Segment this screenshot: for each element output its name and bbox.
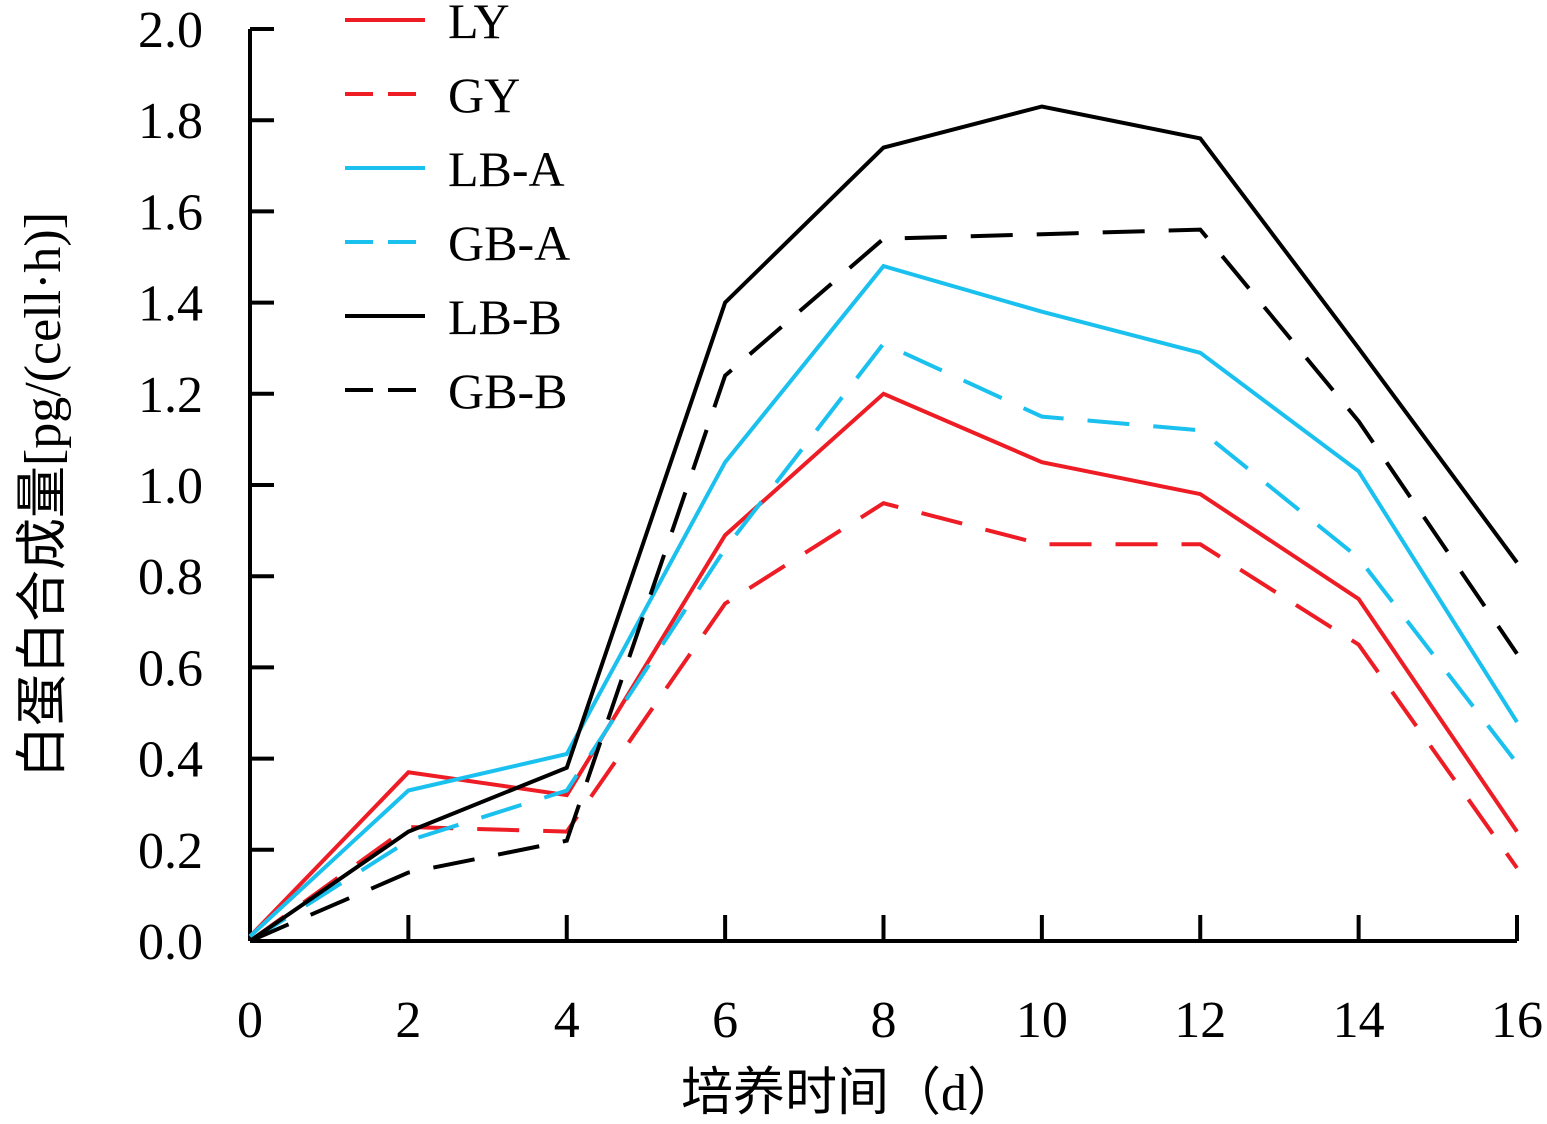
legend-label-gb-b: GB-B <box>448 363 567 419</box>
y-tick-label: 1.8 <box>138 93 203 150</box>
series-line-lb-b <box>248 104 1519 943</box>
x-tick-label: 4 <box>554 992 580 1049</box>
legend-label-gb-a: GB-A <box>448 215 570 271</box>
axes: 0.0 0.2 0.4 0.6 0.8 1.0 1.2 1.4 1.6 1.8 2.0 0 2 4 6 8 10… <box>138 2 1543 1049</box>
y-tick-label: 1.4 <box>138 276 203 333</box>
legend-label-gy: GY <box>448 67 520 123</box>
y-tick-label: 1.0 <box>138 458 203 515</box>
y-tick-label: 2.0 <box>138 2 203 59</box>
x-tick-label: 10 <box>1016 992 1068 1049</box>
y-tick-label: 1.2 <box>138 367 203 424</box>
x-tick-label: 12 <box>1174 992 1226 1049</box>
series-group <box>248 104 1519 943</box>
y-tick-label: 0.4 <box>138 732 203 789</box>
legend: LY GY LB-A GB-A LB-B GB-B <box>345 0 570 419</box>
x-tick-label: 16 <box>1491 992 1543 1049</box>
x-tick-label: 0 <box>237 992 263 1049</box>
x-tick-label: 2 <box>395 992 421 1049</box>
legend-label-ly: LY <box>448 0 510 49</box>
legend-label-lb-a: LB-A <box>448 141 565 197</box>
x-tick-label: 8 <box>871 992 897 1049</box>
series-line-ly <box>248 391 1519 938</box>
x-tick-label: 14 <box>1333 992 1385 1049</box>
x-axis-title: 培养时间（d） <box>681 1065 1019 1122</box>
y-tick-label: 0.6 <box>138 640 203 697</box>
y-tick-label: 1.6 <box>138 184 203 241</box>
series-line-lb-a <box>248 263 1519 938</box>
series-line-gy <box>248 501 1519 943</box>
x-tick-label: 6 <box>712 992 738 1049</box>
y-axis-title: 白蛋白合成量[pg/(cell·h)] <box>15 212 72 778</box>
y-tick-label: 0.8 <box>138 549 203 606</box>
series-line-gb-a <box>248 341 1519 943</box>
y-tick-label: 0.0 <box>138 914 203 971</box>
y-tick-label: 0.2 <box>138 823 203 880</box>
legend-label-lb-b: LB-B <box>448 289 562 345</box>
series-line-gb-b <box>249 227 1519 943</box>
